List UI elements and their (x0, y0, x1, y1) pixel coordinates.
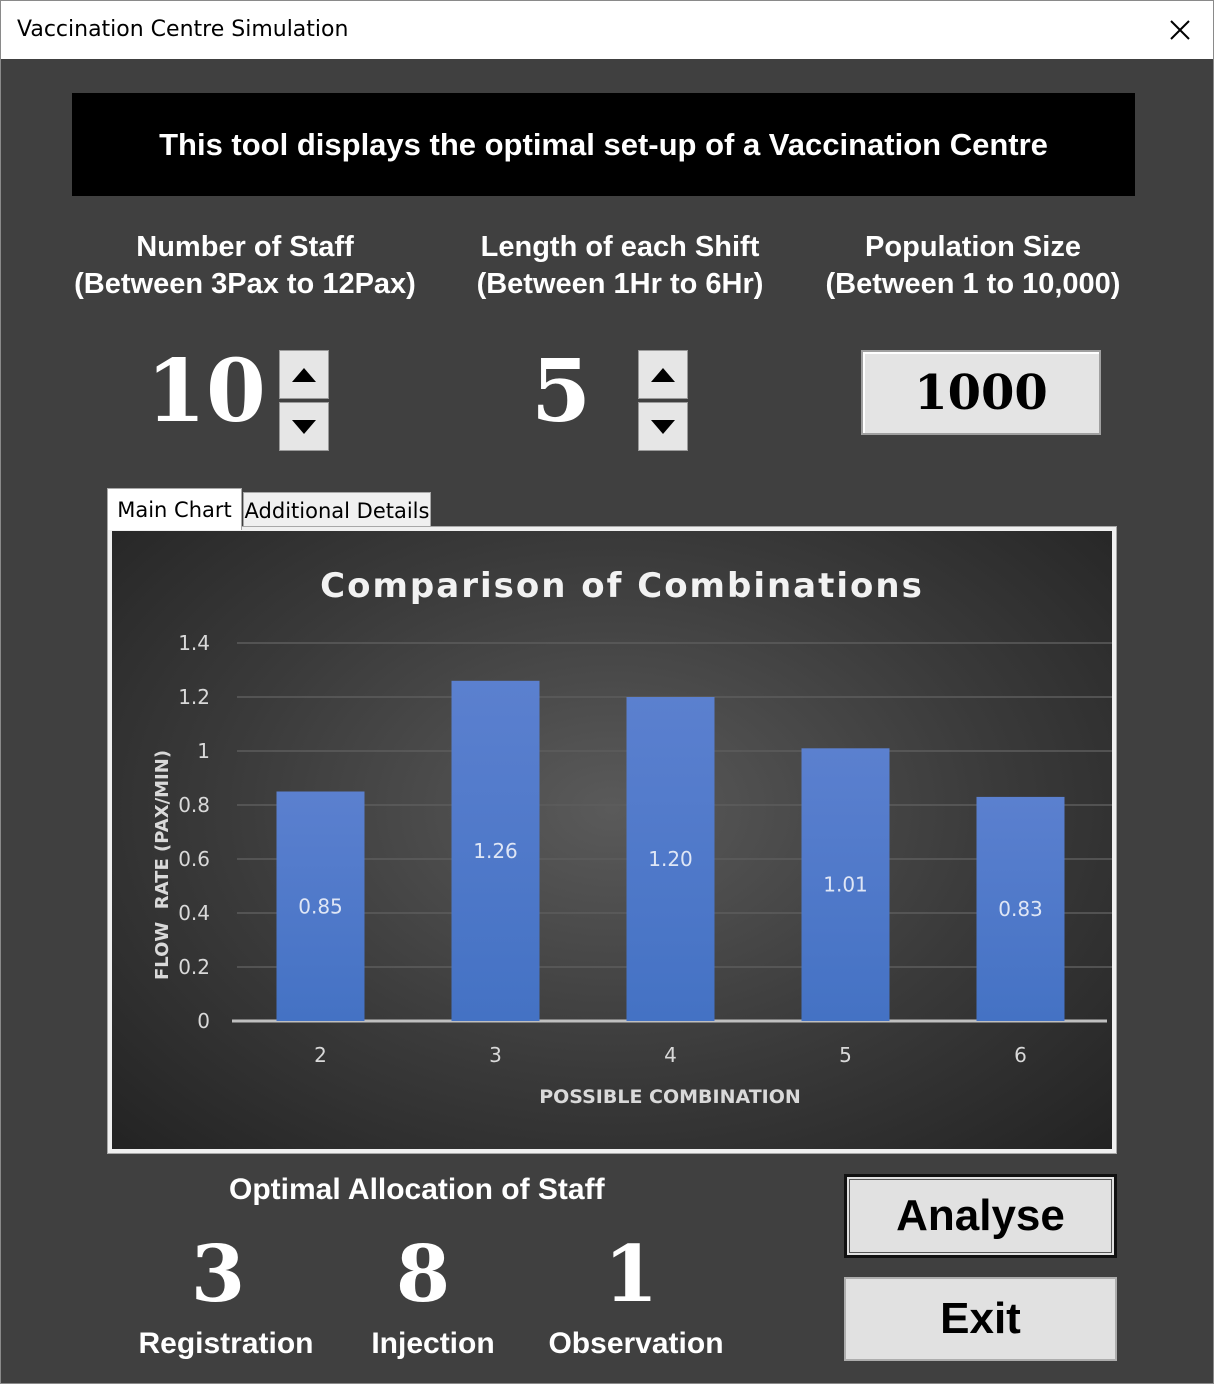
banner: This tool displays the optimal set-up of… (72, 93, 1135, 196)
staff-up-button[interactable] (279, 350, 329, 399)
observation-label: Observation (548, 1327, 724, 1360)
exit-button[interactable]: Exit (844, 1277, 1117, 1361)
bar (276, 791, 365, 1021)
x-tick-label: 2 (314, 1043, 327, 1067)
arrow-down-icon (651, 419, 675, 434)
bar-data-label: 0.85 (298, 894, 343, 918)
y-tick-label: 1.2 (178, 685, 210, 709)
staff-spinner (279, 350, 329, 451)
bar-data-label: 1.20 (648, 847, 693, 871)
y-tick-label: 0.2 (178, 955, 210, 979)
bar-data-label: 1.26 (473, 839, 518, 863)
bar (801, 748, 890, 1021)
close-button[interactable] (1157, 9, 1203, 51)
y-tick-label: 0.4 (178, 901, 210, 925)
shift-up-button[interactable] (638, 350, 688, 399)
x-tick-label: 5 (839, 1043, 852, 1067)
y-tick-label: 1.4 (178, 631, 210, 655)
shift-value: 5 (531, 341, 591, 442)
bar (626, 697, 715, 1021)
y-tick-label: 0.6 (178, 847, 210, 871)
arrow-up-icon (651, 367, 675, 382)
bar (976, 796, 1065, 1021)
x-tick-label: 6 (1014, 1043, 1027, 1067)
title-bar: Vaccination Centre Simulation (1, 1, 1213, 59)
shift-label: Length of each Shift (Between 1Hr to 6Hr… (453, 229, 787, 303)
shift-label-title: Length of each Shift (480, 231, 760, 263)
arrow-up-icon (292, 367, 316, 382)
staff-down-button[interactable] (279, 402, 329, 451)
analyse-button[interactable]: Analyse (844, 1174, 1117, 1258)
population-label-range: (Between 1 to 10,000) (825, 268, 1121, 300)
shift-down-button[interactable] (638, 402, 688, 451)
population-input[interactable] (861, 350, 1101, 435)
arrow-down-icon (292, 419, 316, 434)
staff-label-range: (Between 3Pax to 12Pax) (74, 268, 416, 300)
window-title: Vaccination Centre Simulation (17, 17, 349, 42)
y-axis-label: FLOW RATE (PAX/MIN) (152, 750, 173, 980)
tab-main-chart[interactable]: Main Chart (107, 488, 242, 530)
x-axis-label: POSSIBLE COMBINATION (539, 1086, 801, 1108)
registration-count: 3 (190, 1229, 246, 1320)
registration-label: Registration (138, 1327, 314, 1360)
staff-value: 10 (146, 341, 266, 442)
shift-spinner (638, 350, 688, 451)
tab-additional-details[interactable]: Additional Details (243, 492, 431, 528)
population-label: Population Size (Between 1 to 10,000) (803, 229, 1143, 303)
chart-title: Comparison of Combinations (320, 566, 924, 606)
bar-data-label: 0.83 (998, 897, 1043, 921)
bar-data-label: 1.01 (823, 873, 868, 897)
injection-label: Injection (371, 1327, 495, 1360)
observation-count: 1 (603, 1229, 659, 1320)
bar (451, 680, 540, 1021)
staff-label-title: Number of Staff (136, 231, 354, 263)
chart-panel: Comparison of Combinations FLOW RATE (PA… (107, 526, 1117, 1154)
x-tick-label: 4 (664, 1043, 677, 1067)
bar-chart: Comparison of Combinations FLOW RATE (PA… (152, 566, 1112, 1108)
staff-label: Number of Staff (Between 3Pax to 12Pax) (53, 229, 437, 303)
chart-area: Comparison of Combinations FLOW RATE (PA… (112, 531, 1112, 1149)
banner-text: This tool displays the optimal set-up of… (159, 126, 1048, 162)
shift-label-range: (Between 1Hr to 6Hr) (476, 268, 764, 300)
close-icon (1170, 20, 1190, 40)
y-tick-label: 0.8 (178, 793, 210, 817)
population-label-title: Population Size (865, 231, 1081, 263)
x-tick-label: 3 (489, 1043, 502, 1067)
y-tick-label: 0 (197, 1009, 210, 1033)
y-tick-label: 1 (197, 739, 210, 763)
allocation-title: Optimal Allocation of Staff (229, 1173, 605, 1206)
injection-count: 8 (395, 1229, 451, 1320)
